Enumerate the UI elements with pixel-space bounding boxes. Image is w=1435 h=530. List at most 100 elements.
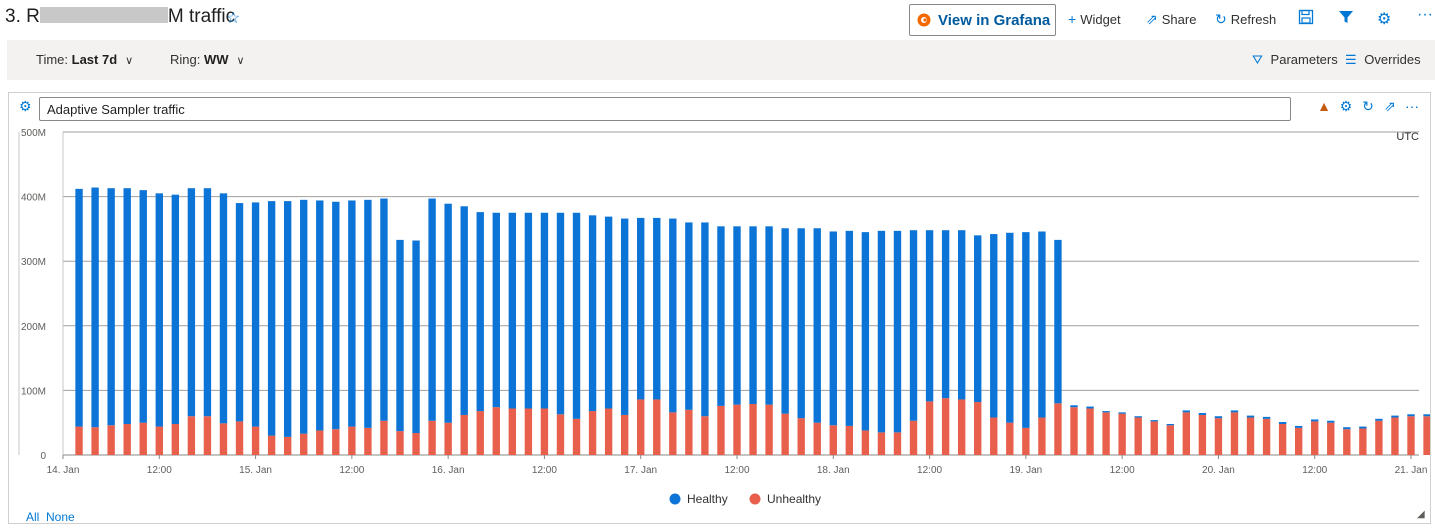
unhealthy-bar	[1166, 425, 1174, 455]
unhealthy-bar	[492, 407, 500, 455]
sliders-icon: ☰	[1345, 52, 1357, 67]
star-icon[interactable]: ☆	[226, 10, 241, 27]
healthy-bar	[380, 198, 388, 421]
x-tick-label: 12:00	[917, 465, 942, 476]
share-label: Share	[1161, 12, 1197, 27]
legend-healthy-label: Healthy	[687, 492, 728, 506]
healthy-bar	[685, 222, 693, 410]
healthy-bar	[1391, 415, 1399, 418]
healthy-bar	[460, 206, 468, 415]
parameters-button[interactable]: ⛛ Parameters	[1252, 52, 1338, 68]
healthy-bar	[75, 188, 83, 427]
healthy-bar	[1006, 232, 1014, 423]
unhealthy-bar	[380, 420, 388, 455]
unhealthy-bar	[1262, 418, 1271, 455]
y-tick-label: 300M	[21, 257, 46, 268]
unhealthy-bar	[1182, 412, 1191, 455]
healthy-bar	[283, 201, 292, 437]
time-range-dropdown[interactable]: Time: Last 7d ∨	[36, 52, 133, 67]
unhealthy-bar	[1391, 417, 1399, 455]
unhealthy-bar	[1294, 427, 1303, 455]
unhealthy-bar	[1359, 428, 1367, 455]
healthy-bar	[412, 240, 420, 434]
x-tick-label: 21. Jan	[1395, 465, 1428, 476]
x-tick-label: 20. Jan	[1202, 465, 1235, 476]
more-options-icon[interactable]: ···	[1417, 6, 1433, 23]
healthy-bar	[1054, 239, 1062, 404]
healthy-bar	[604, 216, 613, 409]
healthy-bar	[990, 234, 998, 418]
healthy-bar	[733, 226, 741, 405]
panel-settings-icon[interactable]: ⚙	[19, 98, 32, 114]
healthy-bar	[1118, 412, 1126, 414]
healthy-bar	[1262, 416, 1271, 419]
parameters-label: Parameters	[1270, 52, 1338, 67]
healthy-bar	[909, 230, 918, 421]
x-tick-label: 12:00	[724, 465, 749, 476]
share-button[interactable]: ⇗ Share	[1146, 11, 1196, 28]
share-icon: ⇗	[1146, 11, 1158, 27]
legend-unhealthy-label: Unhealthy	[767, 492, 821, 506]
healthy-bar	[1102, 411, 1110, 413]
healthy-bar	[1294, 425, 1303, 428]
select-all-link[interactable]: All	[26, 510, 40, 524]
healthy-bar	[1198, 413, 1207, 415]
settings-gear-icon[interactable]: ⚙	[1377, 11, 1392, 28]
healthy-bar	[893, 230, 902, 433]
unhealthy-bar	[396, 431, 404, 455]
unhealthy-bar	[412, 433, 420, 455]
unhealthy-bar	[1006, 422, 1014, 455]
healthy-bar	[749, 226, 757, 404]
healthy-bar	[925, 230, 934, 402]
view-in-grafana-label: View in Grafana	[938, 11, 1051, 29]
dashboard-header: 3. R M traffic ☆ View in Grafana + Widget…	[0, 0, 1435, 38]
healthy-bar	[1278, 422, 1287, 424]
healthy-bar	[524, 212, 533, 409]
healthy-bar	[797, 228, 805, 419]
healthy-bar	[669, 218, 677, 413]
select-none-link[interactable]: None	[46, 510, 75, 524]
unhealthy-bar	[187, 416, 196, 455]
resize-handle-icon[interactable]: ◢	[1417, 509, 1425, 520]
unhealthy-bar	[620, 414, 629, 455]
save-icon[interactable]	[1298, 9, 1314, 30]
filter-icon[interactable]	[1338, 9, 1354, 30]
x-tick-label: 12:00	[532, 465, 557, 476]
healthy-bar	[428, 198, 436, 421]
ring-dropdown[interactable]: Ring: WW ∨	[170, 52, 245, 67]
y-tick-label: 0	[40, 451, 46, 462]
unhealthy-bar	[990, 417, 998, 455]
healthy-bar	[941, 230, 950, 399]
refresh-button[interactable]: ↻ Refresh	[1215, 11, 1276, 28]
more-options-icon[interactable]: ···	[1405, 98, 1419, 114]
unhealthy-bar	[733, 404, 741, 455]
unhealthy-bar	[107, 425, 115, 455]
bar-chart: 0 100M 200M 300M 400M 500M UTC 14. Jan 12:00 15. …	[18, 128, 1430, 506]
unhealthy-bar	[749, 403, 757, 455]
y-tick-label: 100M	[21, 386, 46, 397]
healthy-bar	[637, 217, 645, 400]
healthy-bar	[1327, 420, 1335, 423]
panel-title-input[interactable]: Adaptive Sampler traffic	[39, 97, 1291, 121]
overrides-button[interactable]: ☰ Overrides	[1345, 52, 1421, 68]
ring-label: Ring:	[170, 52, 204, 67]
add-widget-button[interactable]: + Widget	[1068, 11, 1121, 27]
healthy-bar	[91, 187, 99, 428]
unhealthy-bar	[332, 429, 340, 455]
view-in-grafana-button[interactable]: View in Grafana	[909, 4, 1056, 36]
healthy-bar	[1230, 410, 1239, 413]
warning-icon[interactable]: ▲	[1317, 98, 1331, 114]
refresh-icon[interactable]: ↻	[1362, 98, 1374, 114]
healthy-bar	[364, 199, 372, 428]
unhealthy-bar	[1054, 403, 1062, 455]
grafana-icon[interactable]: ⚙	[1339, 98, 1353, 114]
healthy-bar	[123, 188, 131, 424]
unhealthy-bar	[1246, 417, 1255, 455]
share-icon[interactable]: ⇗	[1384, 98, 1396, 114]
unhealthy-bar	[1327, 422, 1335, 455]
healthy-bar	[556, 212, 565, 415]
legend-healthy-marker	[669, 493, 681, 505]
healthy-bar	[974, 235, 982, 403]
healthy-bar	[1343, 427, 1351, 430]
healthy-bar	[717, 226, 725, 406]
